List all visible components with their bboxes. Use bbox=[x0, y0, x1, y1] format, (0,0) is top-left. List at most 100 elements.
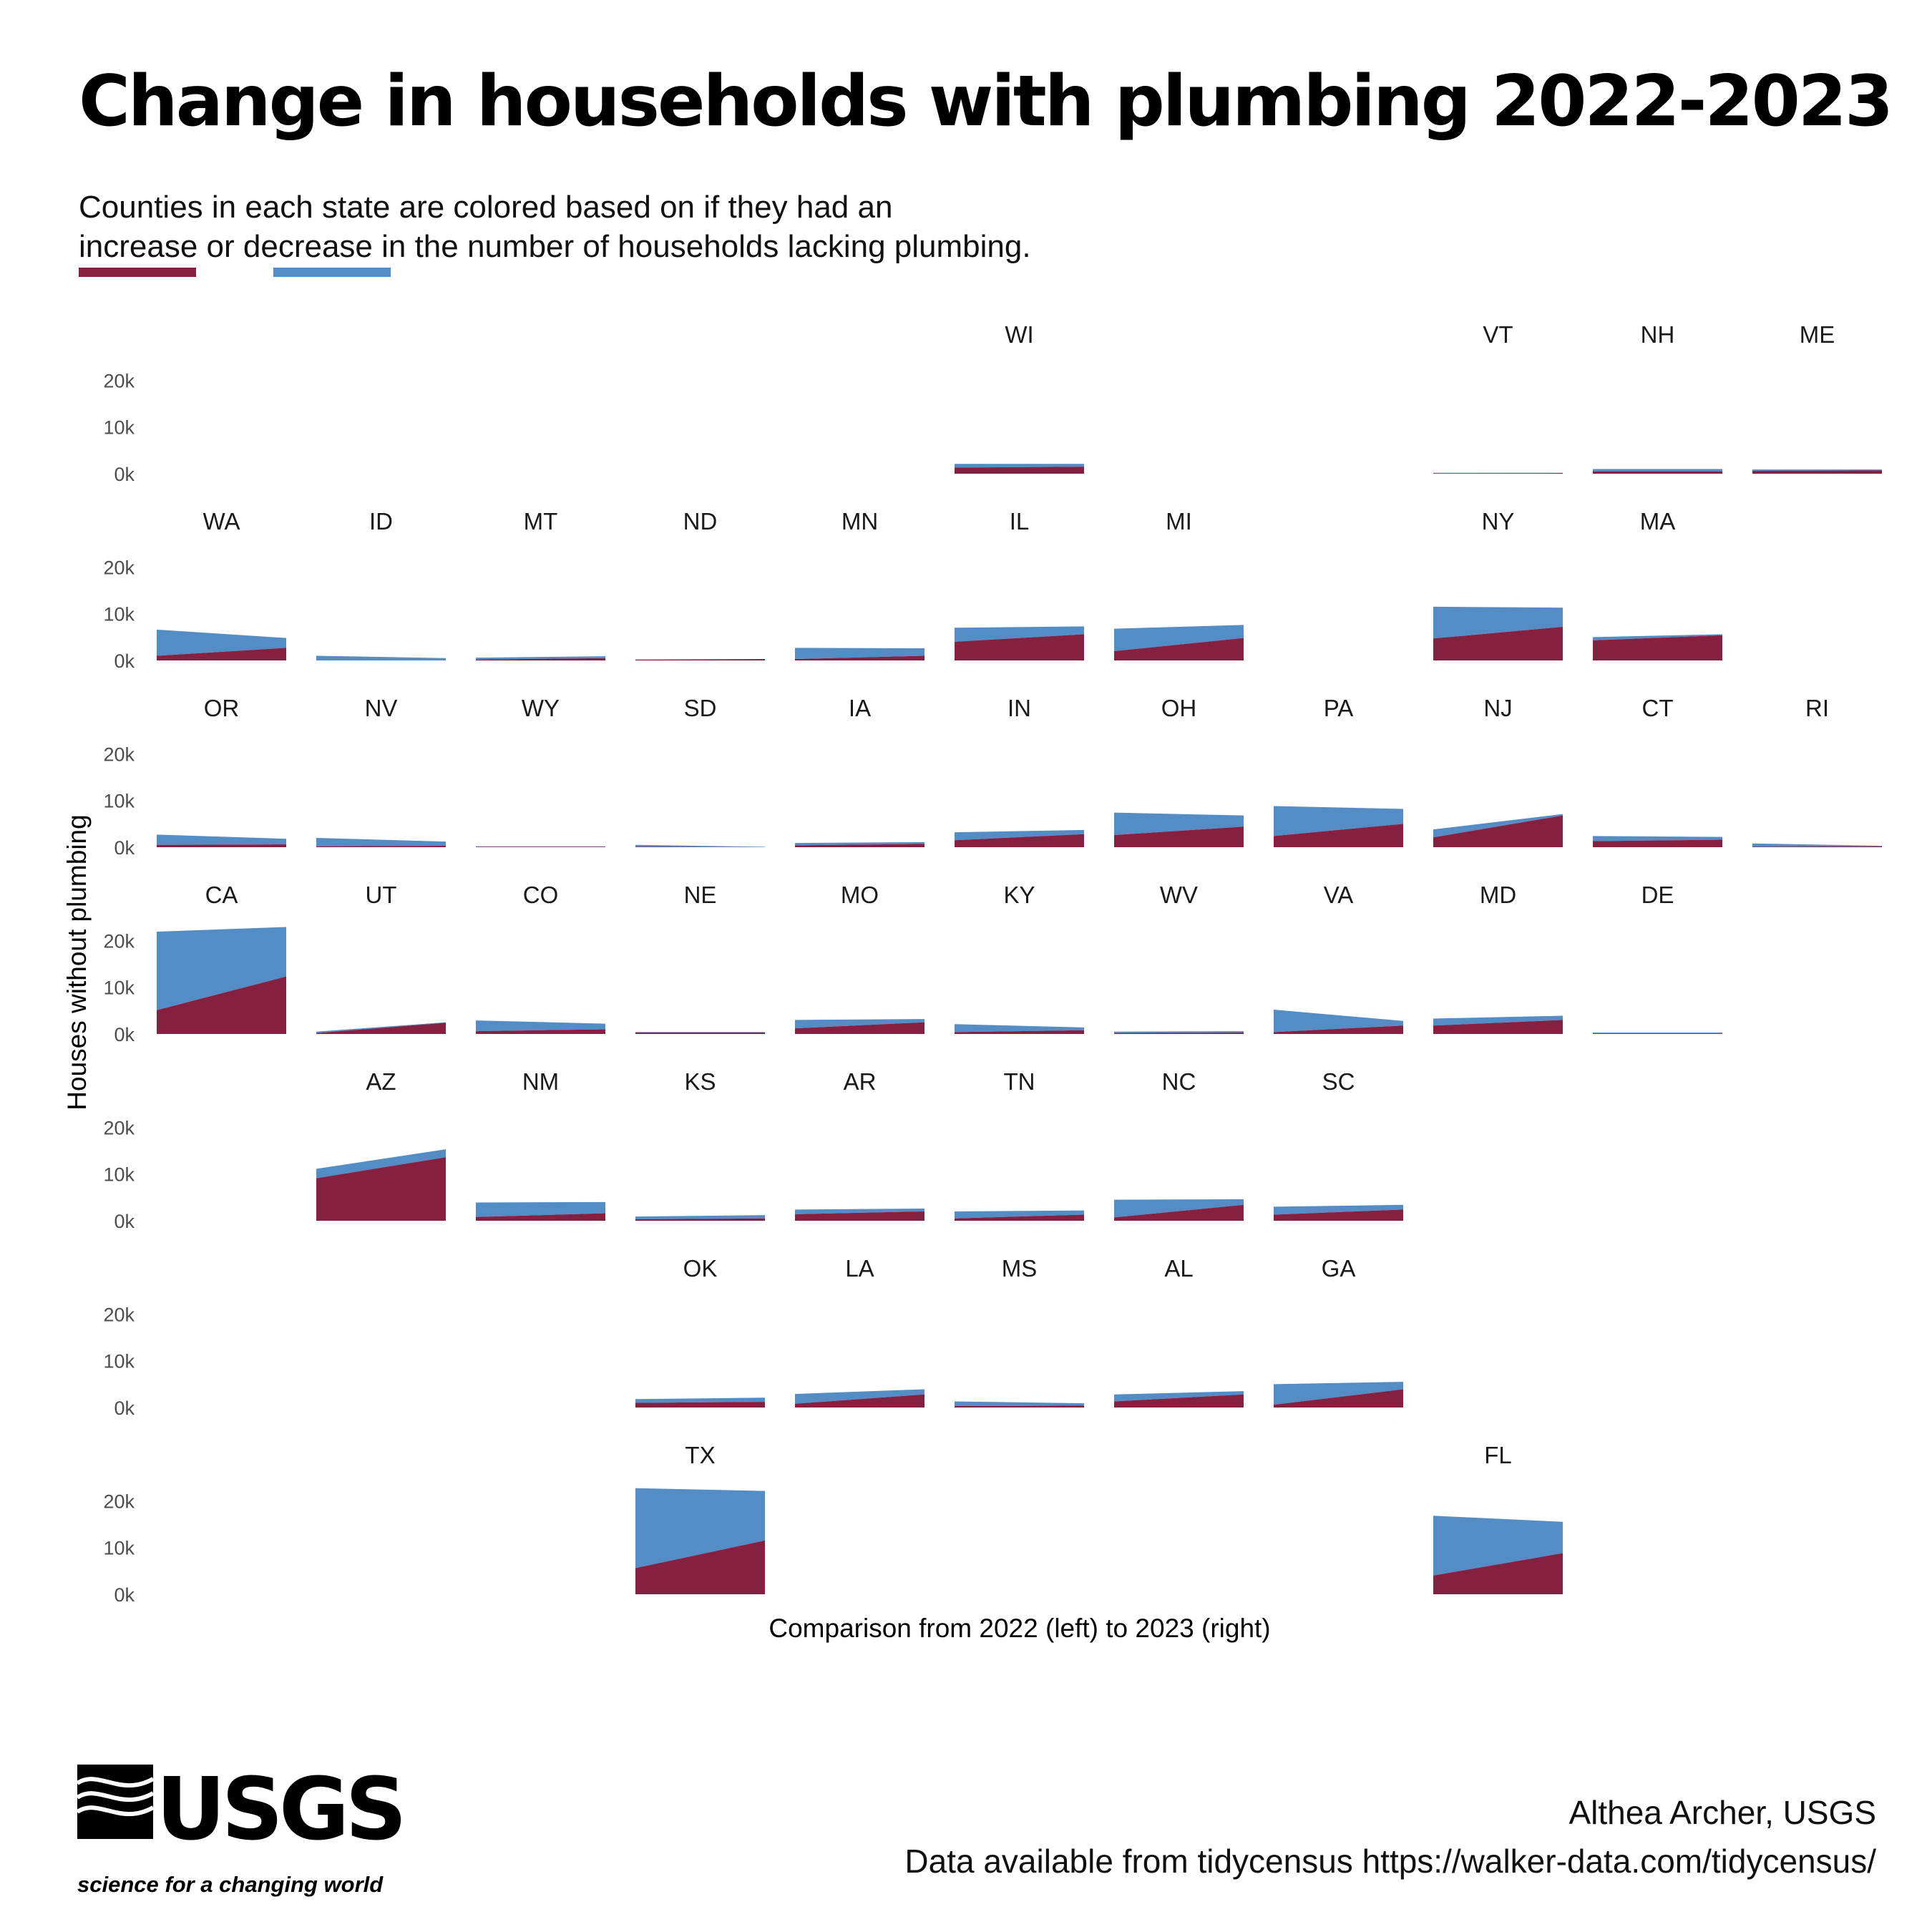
area-increase-fl bbox=[1433, 1553, 1563, 1594]
facet-label-va: VA bbox=[1324, 882, 1354, 908]
area-decrease-mn bbox=[795, 648, 924, 660]
area-decrease-ct bbox=[1593, 836, 1722, 841]
facet-label-ks: KS bbox=[684, 1068, 716, 1095]
area-increase-wa bbox=[157, 648, 286, 660]
area-increase-al bbox=[1114, 1394, 1244, 1407]
area-decrease-wi bbox=[955, 464, 1084, 468]
area-decrease-md bbox=[1433, 1015, 1563, 1026]
y-tick-label: 20k bbox=[103, 930, 135, 952]
area-increase-ne bbox=[635, 1033, 765, 1034]
area-increase-pa bbox=[1274, 824, 1403, 847]
area-decrease-al bbox=[1114, 1391, 1244, 1402]
area-increase-va bbox=[1274, 1025, 1403, 1034]
area-decrease-az bbox=[316, 1149, 446, 1179]
area-decrease-nc bbox=[1114, 1199, 1244, 1218]
facet-label-ms: MS bbox=[1002, 1255, 1038, 1282]
area-decrease-mt bbox=[476, 656, 605, 660]
area-increase-or bbox=[157, 844, 286, 847]
area-increase-sc bbox=[1274, 1209, 1403, 1221]
area-increase-nm bbox=[476, 1213, 605, 1221]
facet-label-ky: KY bbox=[1003, 882, 1035, 908]
y-tick-label: 0k bbox=[114, 1024, 135, 1045]
area-decrease-nm bbox=[476, 1201, 605, 1217]
area-increase-ks bbox=[635, 1218, 765, 1221]
area-decrease-ms bbox=[955, 1401, 1084, 1407]
area-decrease-vt bbox=[1433, 472, 1563, 474]
geofacet-chart: 0k 10k 20k 0k 10k 20k 0k 10k 20k 0k 10k 20k 0k 10k 20k… bbox=[62, 321, 1882, 1643]
area-decrease-mo bbox=[795, 1019, 924, 1029]
facet-label-ut: UT bbox=[366, 882, 397, 908]
area-increase-ma bbox=[1593, 635, 1722, 660]
facet-label-wa: WA bbox=[203, 508, 240, 535]
area-decrease-ar bbox=[795, 1209, 924, 1214]
facet-label-la: LA bbox=[845, 1255, 874, 1282]
area-decrease-pa bbox=[1274, 806, 1403, 836]
area-increase-oh bbox=[1114, 826, 1244, 847]
facet-label-nc: NC bbox=[1162, 1068, 1196, 1095]
chart-subtitle: Counties in each state are colored based… bbox=[79, 187, 1031, 266]
facet-label-mi: MI bbox=[1166, 508, 1192, 535]
area-increase-ar bbox=[795, 1211, 924, 1221]
area-increase-tx bbox=[635, 1540, 765, 1594]
area-decrease-nj bbox=[1433, 814, 1563, 838]
area-increase-mt bbox=[476, 658, 605, 660]
logo-wave-icon bbox=[77, 1777, 155, 1817]
x-axis-title: Comparison from 2022 (left) to 2023 (rig… bbox=[769, 1614, 1270, 1643]
area-decrease-ky bbox=[955, 1024, 1084, 1033]
area-decrease-me bbox=[1752, 469, 1882, 472]
credit-author: Althea Archer, USGS bbox=[1568, 1794, 1876, 1831]
area-increase-il bbox=[955, 634, 1084, 660]
facet-label-ok: OK bbox=[683, 1255, 718, 1282]
subtitle-line-1: Counties in each state are colored based… bbox=[79, 190, 893, 225]
y-tick-label: 20k bbox=[103, 370, 135, 391]
area-decrease-sc bbox=[1274, 1204, 1403, 1215]
y-tick-label: 20k bbox=[103, 557, 135, 578]
area-decrease-or bbox=[157, 834, 286, 845]
area-decrease-fl bbox=[1433, 1516, 1563, 1576]
area-decrease-ut bbox=[316, 1022, 446, 1033]
facet-label-ar: AR bbox=[844, 1068, 877, 1095]
area-increase-me bbox=[1752, 470, 1882, 474]
area-decrease-wv bbox=[1114, 1031, 1244, 1033]
area-decrease-wa bbox=[157, 629, 286, 656]
area-decrease-ne bbox=[635, 1032, 765, 1033]
facet-label-nv: NV bbox=[365, 695, 398, 721]
facet-label-al: AL bbox=[1164, 1255, 1193, 1282]
facet-label-id: ID bbox=[369, 508, 393, 535]
facet-label-wv: WV bbox=[1160, 882, 1198, 908]
area-increase-tn bbox=[955, 1214, 1084, 1221]
facet-label-in: IN bbox=[1008, 695, 1031, 721]
subtitle-line-2: increase or decrease in the number of ho… bbox=[79, 229, 1031, 264]
area-decrease-in bbox=[955, 829, 1084, 841]
facet-label-nd: ND bbox=[683, 508, 718, 535]
facet-label-mt: MT bbox=[524, 508, 558, 535]
facet-label-fl: FL bbox=[1484, 1442, 1512, 1468]
area-increase-ca bbox=[157, 976, 286, 1034]
y-tick-label: 10k bbox=[103, 417, 135, 439]
area-decrease-il bbox=[955, 626, 1084, 642]
area-increase-la bbox=[795, 1394, 924, 1407]
area-increase-nh bbox=[1593, 471, 1722, 474]
area-increase-az bbox=[316, 1157, 446, 1221]
y-tick-label: 20k bbox=[103, 1491, 135, 1512]
facet-label-md: MD bbox=[1480, 882, 1516, 908]
area-decrease-mi bbox=[1114, 625, 1244, 651]
area-increase-nj bbox=[1433, 815, 1563, 847]
y-tick-label: 10k bbox=[103, 1538, 135, 1559]
y-tick-label: 20k bbox=[103, 1117, 135, 1138]
y-tick-label: 0k bbox=[114, 837, 135, 859]
area-decrease-va bbox=[1274, 1010, 1403, 1033]
facet-label-ri: RI bbox=[1805, 695, 1829, 721]
y-tick-label: 10k bbox=[103, 604, 135, 625]
facet-label-tx: TX bbox=[685, 1442, 715, 1468]
facet-label-ga: GA bbox=[1322, 1255, 1356, 1282]
area-increase-md bbox=[1433, 1020, 1563, 1034]
facet-label-oh: OH bbox=[1161, 695, 1197, 721]
area-increase-mo bbox=[795, 1022, 924, 1034]
logo-wordmark: USGS bbox=[156, 1762, 403, 1860]
area-increase-de bbox=[1593, 1033, 1722, 1034]
facet-label-or: OR bbox=[204, 695, 240, 721]
facet-label-mn: MN bbox=[841, 508, 878, 535]
area-decrease-ca bbox=[157, 927, 286, 1010]
area-increase-co bbox=[476, 1029, 605, 1034]
